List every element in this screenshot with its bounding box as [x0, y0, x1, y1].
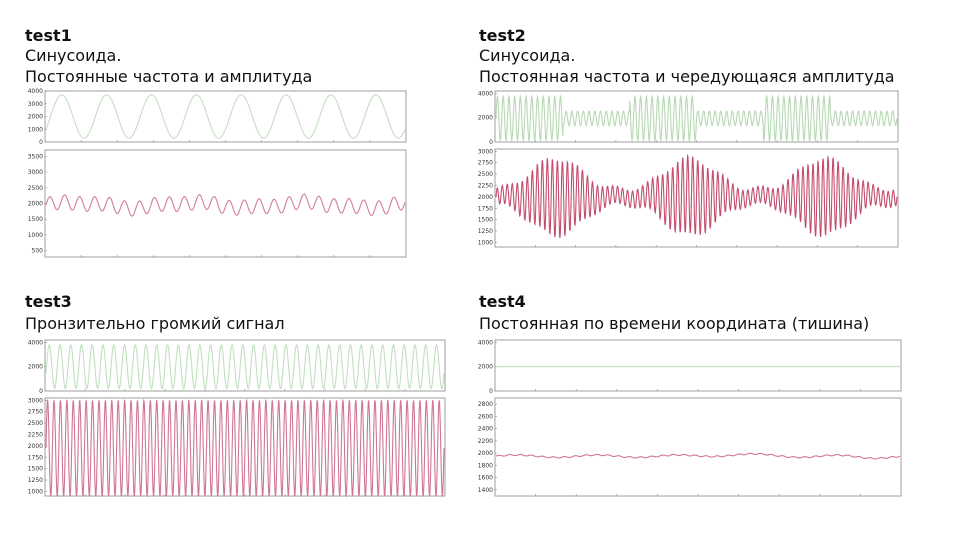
chart-test4-input: 4000 2000 0: [478, 339, 902, 395]
y-tick-label: 3500: [28, 153, 43, 160]
y-tick-label: 1000: [478, 239, 493, 246]
y-tick-label: 3000: [28, 169, 43, 176]
y-tick-label: 2000: [28, 114, 43, 121]
plot-frame: [494, 339, 902, 392]
y-tick-label: 1500: [28, 216, 43, 223]
y-tick-label: 0: [489, 139, 493, 146]
y-tick-label: 2000: [478, 364, 493, 371]
panel-title-test3: test3: [25, 292, 72, 311]
chart-test3-output: 3000 2750 2500 2250 2000 1750 1500 1250 1000: [28, 397, 446, 498]
y-tick-label: 2000: [478, 115, 493, 122]
series-line: [45, 344, 445, 390]
chart-test4-output: 2800 2600 2400 2200 2000 1800 1600 1400: [478, 397, 902, 497]
y-tick-label: 2000: [478, 194, 493, 201]
y-tick-label: 1250: [478, 228, 493, 235]
y-tick-label: 1500: [478, 217, 493, 224]
y-tick-label: 2000: [478, 450, 493, 457]
chart-test2-output: 3000 2750 2500 2250 2000 1750 1500 1250 1000: [478, 148, 899, 248]
y-tick-label: 0: [39, 388, 43, 395]
y-tick-label: 2000: [28, 201, 43, 208]
y-tick-label: 1250: [28, 477, 43, 484]
y-tick-label: 2250: [28, 431, 43, 438]
y-tick-label: 0: [489, 388, 493, 395]
y-tick-label: 1500: [28, 466, 43, 473]
plot-frame: [44, 90, 407, 143]
y-tick-label: 2250: [478, 182, 493, 189]
panel-caption-test1-line2: Постоянные частота и амплитуда: [25, 67, 313, 86]
panel-title-test4: test4: [479, 292, 526, 311]
y-tick-label: 1400: [478, 487, 493, 494]
y-tick-label: 4000: [28, 339, 43, 346]
y-tick-label: 1600: [478, 475, 493, 482]
y-tick-label: 4000: [478, 339, 493, 346]
y-tick-label: 3000: [478, 148, 493, 155]
series-line: [45, 398, 445, 498]
panel-caption-test3-line1: Пронзительно громкий сигнал: [25, 314, 285, 333]
chart-test1-input: 4000 3000 2000 1000 0: [28, 88, 407, 146]
y-tick-label: 2000: [28, 364, 43, 371]
y-tick-label: 2750: [478, 160, 493, 167]
panel-caption-test2-line1: Синусоида.: [479, 46, 576, 65]
y-tick-label: 2400: [478, 426, 493, 433]
chart-test3-input: 4000 2000 0: [28, 339, 446, 395]
y-tick-label: 2500: [28, 185, 43, 192]
y-tick-label: 4000: [28, 88, 43, 95]
y-tick-label: 1000: [28, 126, 43, 133]
plot-frame: [494, 397, 902, 497]
chart-test2-input: 4000 2000 0: [478, 90, 899, 146]
y-tick-label: 2750: [28, 409, 43, 416]
series-line: [495, 153, 898, 239]
y-tick-label: 2500: [478, 171, 493, 178]
y-tick-label: 3000: [28, 397, 43, 404]
y-tick-label: 2500: [28, 420, 43, 427]
y-tick-label: 2200: [478, 438, 493, 445]
panel-title-test1: test1: [25, 26, 72, 45]
y-tick-label: 0: [39, 139, 43, 146]
y-tick-label: 2600: [478, 413, 493, 420]
panel-title-test2: test2: [479, 26, 526, 45]
series-line: [495, 452, 901, 460]
series-line: [495, 94, 898, 143]
y-tick-label: 1000: [28, 488, 43, 495]
y-tick-label: 1800: [478, 462, 493, 469]
y-tick-label: 1750: [478, 205, 493, 212]
y-tick-label: 2000: [28, 443, 43, 450]
series-line: [45, 94, 406, 139]
y-tick-label: 1000: [28, 232, 43, 239]
chart-test1-output: 3500 3000 2500 2000 1500 1000 500: [28, 149, 407, 258]
series-line: [45, 193, 406, 217]
panel-caption-test4-line1: Постоянная по времени координата (тишина…: [479, 314, 870, 333]
panel-caption-test2-line2: Постоянная частота и чередующаяся амплит…: [479, 67, 895, 86]
y-tick-label: 2800: [478, 401, 493, 408]
y-tick-label: 4000: [478, 90, 493, 97]
y-tick-label: 500: [32, 248, 44, 255]
panel-caption-test1-line1: Синусоида.: [25, 46, 122, 65]
y-tick-label: 1750: [28, 454, 43, 461]
y-tick-label: 3000: [28, 101, 43, 108]
